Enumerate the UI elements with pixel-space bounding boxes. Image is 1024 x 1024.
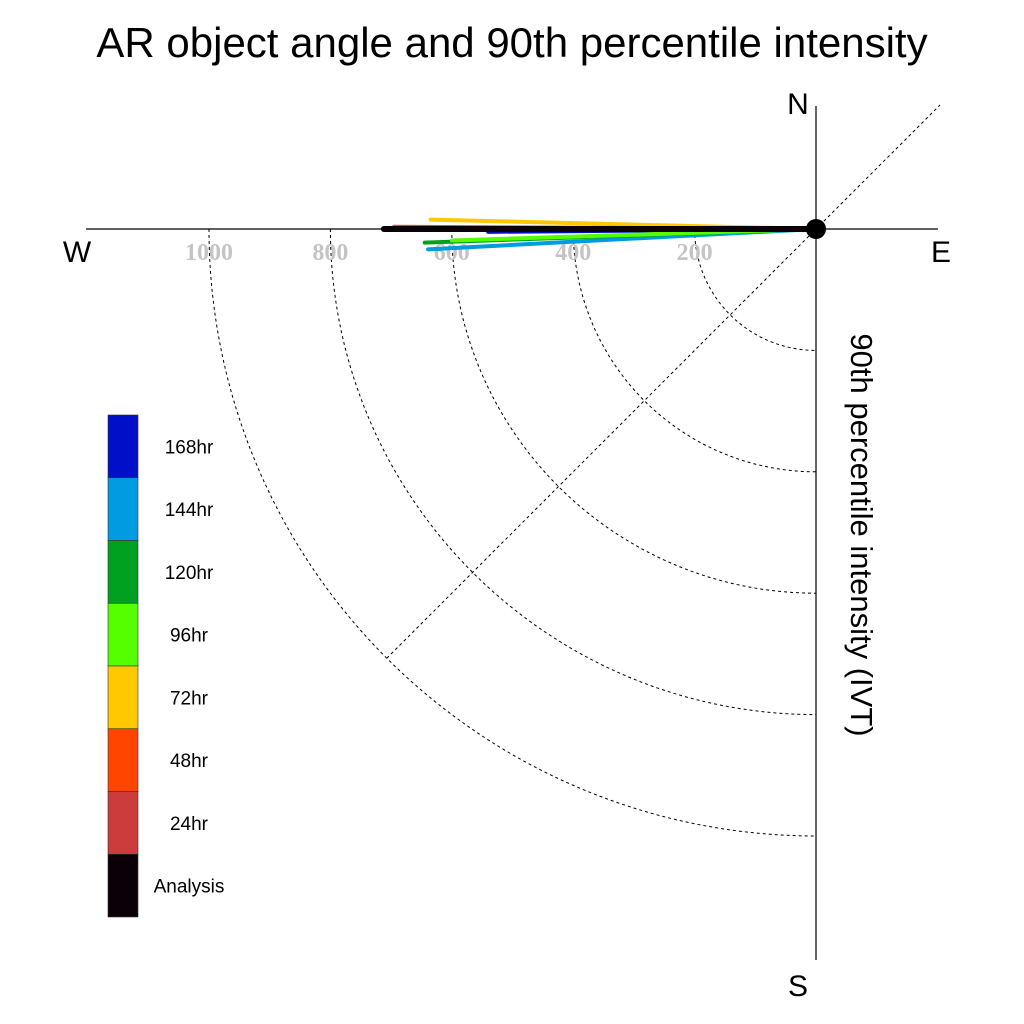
legend-label: 24hr <box>170 814 209 835</box>
south-label: S <box>788 970 808 1003</box>
grid-arc <box>208 228 817 837</box>
east-label: E <box>931 236 951 269</box>
legend-swatch <box>107 602 139 667</box>
legend-label: 120hr <box>165 563 214 584</box>
tick-label: 1000 <box>185 240 233 266</box>
tick-label: 200 <box>677 240 713 266</box>
grid-arc <box>451 228 817 594</box>
tick-label: 600 <box>434 240 470 266</box>
tick-label: 800 <box>312 240 348 266</box>
legend-swatch <box>107 791 139 855</box>
legend-swatch <box>107 540 139 604</box>
north-label: N <box>787 88 809 121</box>
legend-swatch <box>107 728 139 792</box>
west-label: W <box>63 236 92 269</box>
legend-label: Analysis <box>154 877 225 898</box>
legend-label: 168hr <box>165 437 214 458</box>
legend-swatch <box>107 853 139 918</box>
y-axis-label: 90th percentile intensity (IVT) <box>844 333 879 736</box>
origin-dot <box>806 219 826 239</box>
grid-arc <box>572 228 817 473</box>
grid-diagonal <box>386 104 941 659</box>
series-lines <box>380 217 826 252</box>
legend-swatch <box>107 477 139 541</box>
grid-arc <box>694 228 817 351</box>
polar-grid <box>208 104 941 837</box>
legend-label: 96hr <box>170 626 209 647</box>
legend-swatch <box>107 665 139 730</box>
chart-title: AR object angle and 90th percentile inte… <box>96 19 927 66</box>
grid-arc <box>329 228 817 716</box>
legend: 168hr 144hr 120hr 96hr 72hr 48hr 24hr Analysis <box>107 414 225 918</box>
legend-swatch <box>107 414 139 479</box>
legend-label: 144hr <box>165 500 214 521</box>
legend-label: 72hr <box>170 688 209 709</box>
legend-label: 48hr <box>170 751 209 772</box>
